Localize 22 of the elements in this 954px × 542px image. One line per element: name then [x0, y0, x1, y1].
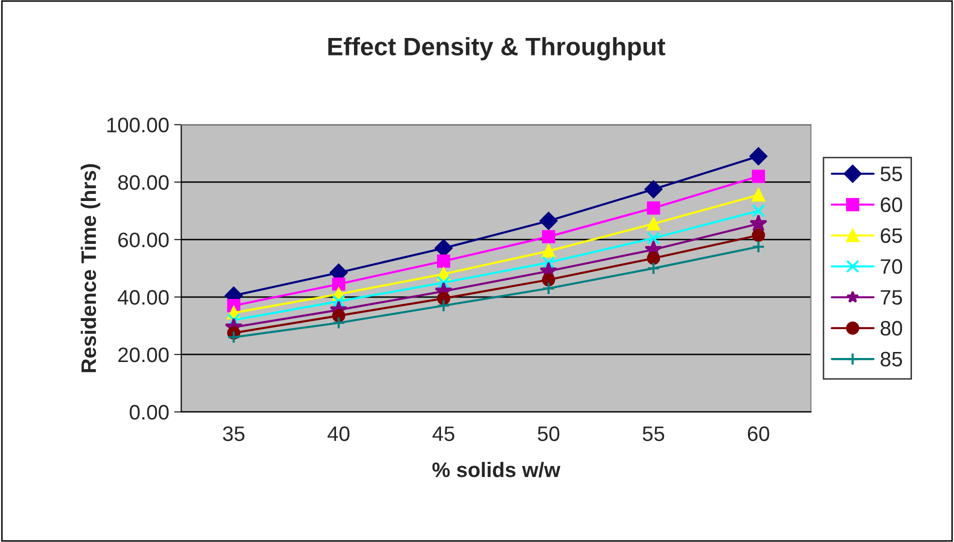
legend-label: 55: [880, 166, 902, 182]
x-tick-label: 50: [538, 426, 560, 442]
x-tick-label: 35: [222, 426, 244, 442]
x-axis-title: % solids w/w: [432, 462, 560, 478]
x-tick-label: 60: [748, 426, 770, 442]
y-tick-label: 0.00: [130, 404, 169, 420]
y-tick-label: 20.00: [118, 347, 169, 362]
x-tick-label: 55: [642, 426, 664, 442]
legend-label: 80: [880, 320, 902, 336]
x-tick-label: 45: [432, 426, 454, 442]
legend-label: 70: [880, 259, 902, 274]
legend-label: 85: [880, 352, 902, 367]
y-tick-label: 60.00: [118, 232, 169, 248]
y-tick-label: 100.00: [107, 118, 169, 132]
y-tick-label: 40.00: [118, 290, 169, 305]
chart-title: Effect Density & Throughput: [328, 37, 666, 61]
y-tick-label: 80.00: [118, 175, 169, 190]
legend-label: 65: [880, 228, 902, 244]
legend-label: 75: [880, 290, 902, 305]
x-tick-label: 40: [328, 426, 350, 442]
legend-label: 60: [880, 197, 902, 212]
y-axis-title: Residence Time (hrs): [80, 164, 100, 372]
